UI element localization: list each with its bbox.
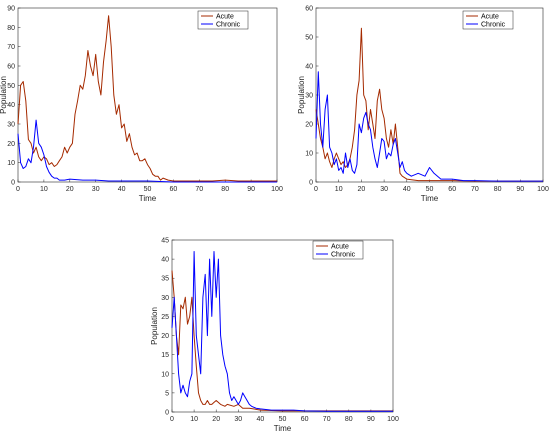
x-tick-label: 50 [426,186,434,193]
x-tick-label: 10 [335,186,343,193]
y-tick-label: 35 [161,276,169,283]
x-tick-label: 40 [403,186,411,193]
x-tick-label: 0 [170,416,174,423]
legend-label-acute: Acute [216,14,234,21]
x-tick-label: 30 [380,186,388,193]
y-tick-label: 5 [165,390,169,397]
legend-label-acute: Acute [331,244,349,251]
y-tick-label: 20 [7,141,15,148]
x-tick-label: 90 [367,416,375,423]
y-tick-label: 30 [305,93,313,100]
x-tick-label: 60 [448,186,456,193]
y-tick-label: 60 [7,64,15,71]
x-tick-label: 60 [170,186,178,193]
y-tick-label: 15 [161,352,169,359]
y-tick-label: 0 [11,180,15,187]
plot-frame [315,7,544,183]
x-tick-label: 100 [537,186,549,193]
x-tick-label: 90 [247,186,255,193]
series-line-acute [17,15,277,182]
x-tick-label: 60 [301,416,309,423]
x-tick-label: 50 [144,186,152,193]
y-tick-label: 40 [7,102,15,109]
y-tick-label: 10 [7,160,15,167]
x-tick-label: 80 [221,186,229,193]
y-axis-label: Population [0,76,8,114]
y-tick-label: 10 [161,371,169,378]
y-tick-label: 80 [7,25,15,32]
series-line-chronic [17,119,277,183]
legend-label-chronic: Chronic [331,252,356,259]
plot-frame [171,239,394,413]
plot-frame [17,7,278,183]
chart-top-left: 0 10 20 30 40 50 60 70 80 90 100 0 10 20 30 40 50 60 70 80 9… [0,6,283,204]
x-tick-label: 30 [234,416,242,423]
series-line-acute [171,270,393,412]
x-tick-label: 20 [212,416,220,423]
x-axis-label: Time [421,194,439,203]
y-tick-label: 60 [305,6,313,13]
y-tick-label: 25 [161,314,169,321]
y-tick-label: 0 [165,410,169,417]
x-tick-label: 30 [92,186,100,193]
x-tick-label: 40 [257,416,265,423]
y-tick-label: 50 [305,35,313,42]
x-tick-label: 10 [40,186,48,193]
chart-top-right: 0 10 20 30 40 50 60 70 80 90 100 0 10 20 30 40 50 60 Time P… [297,6,549,204]
series-line-chronic [171,251,393,412]
y-tick-label: 30 [161,295,169,302]
x-tick-label: 40 [118,186,126,193]
x-tick-label: 80 [345,416,353,423]
y-tick-label: 30 [7,122,15,129]
y-tick-label: 50 [7,83,15,90]
x-axis-label: Time [139,194,157,203]
y-tick-label: 40 [305,64,313,71]
y-tick-label: 90 [7,6,15,13]
x-tick-label: 70 [471,186,479,193]
y-tick-label: 20 [161,333,169,340]
x-tick-label: 20 [66,186,74,193]
legend-label-chronic: Chronic [216,22,241,29]
y-tick-label: 70 [7,44,15,51]
legend-label-acute: Acute [481,14,499,21]
y-tick-label: 10 [305,151,313,158]
y-axis-label: Population [150,307,159,345]
x-tick-label: 20 [358,186,366,193]
x-tick-label: 70 [323,416,331,423]
y-tick-label: 20 [305,122,313,129]
x-tick-label: 70 [195,186,203,193]
x-tick-label: 80 [494,186,502,193]
y-tick-label: 40 [161,257,169,264]
x-axis-label: Time [274,424,292,433]
y-tick-label: 45 [161,238,169,245]
x-tick-label: 0 [314,186,318,193]
x-tick-label: 50 [279,416,287,423]
y-axis-label: Population [297,76,306,114]
series-line-chronic [315,71,543,182]
x-tick-label: 0 [16,186,20,193]
y-tick-label: 0 [309,180,313,187]
x-tick-label: 100 [271,186,283,193]
x-tick-label: 100 [387,416,399,423]
x-tick-label: 90 [516,186,524,193]
legend-label-chronic: Chronic [481,22,506,29]
x-tick-label: 10 [190,416,198,423]
chart-bottom-center: 0 10 20 30 40 50 60 70 80 90 100 0 5 10 15 20 25 30 35 40 45… [150,238,399,434]
